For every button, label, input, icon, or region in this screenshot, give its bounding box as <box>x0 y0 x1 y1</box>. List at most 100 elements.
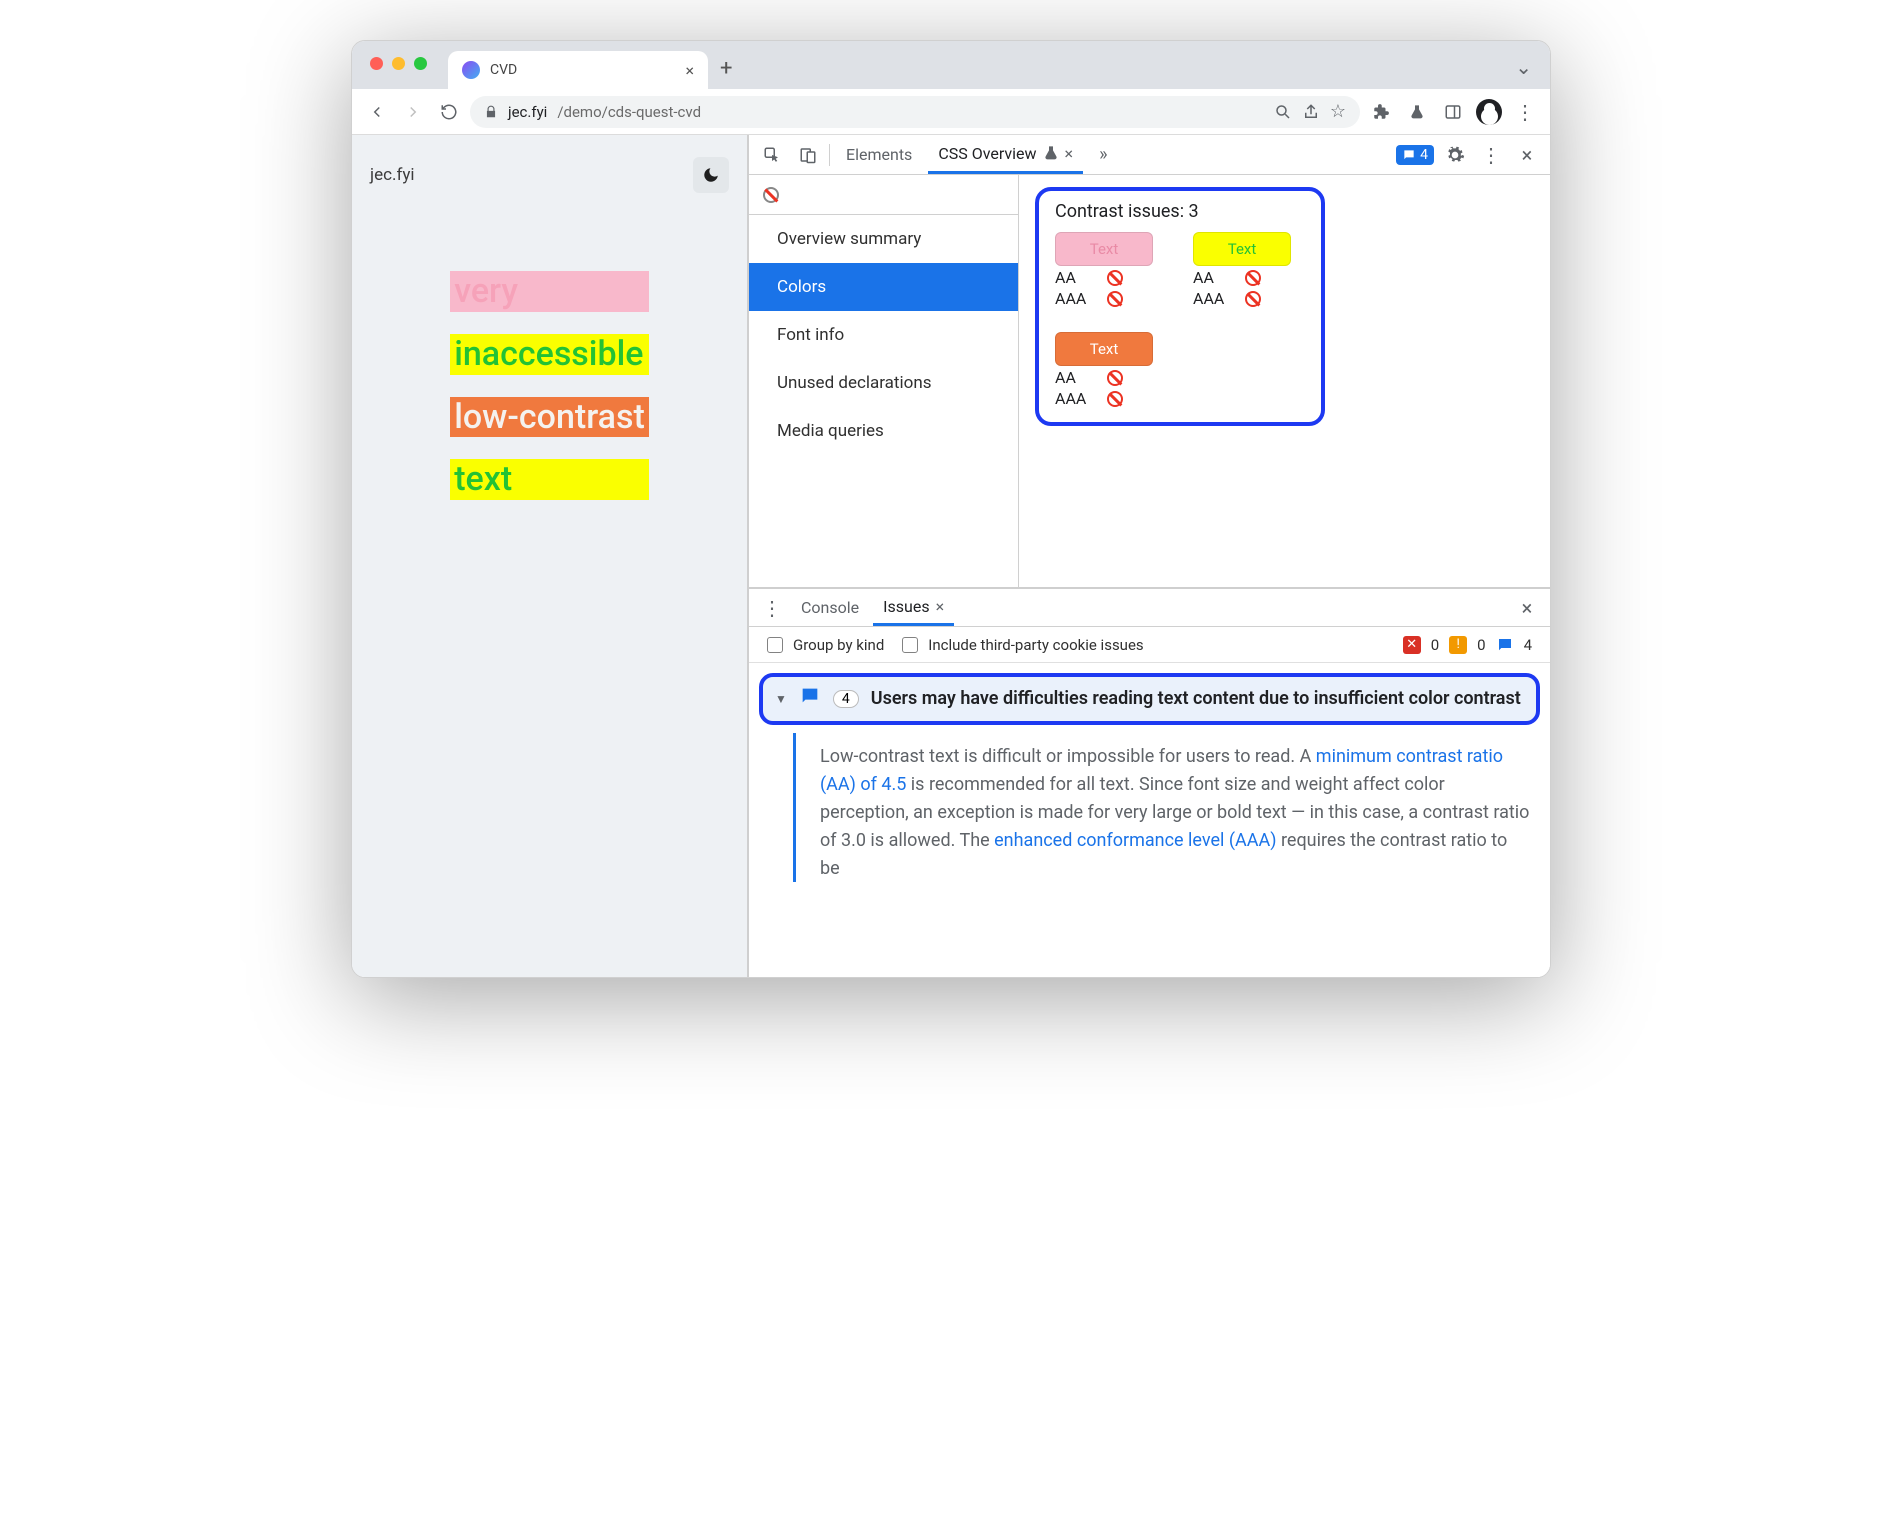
message-icon <box>1402 148 1416 162</box>
disclosure-triangle-icon[interactable]: ▼ <box>775 692 787 706</box>
contrast-swatch[interactable]: TextAAAAA <box>1193 232 1291 308</box>
swatch-level-row: AAA <box>1193 289 1291 308</box>
kebab-icon[interactable]: ⋮ <box>1476 140 1506 170</box>
back-button[interactable] <box>362 97 392 127</box>
error-count: 0 <box>1431 636 1439 654</box>
forward-button <box>398 97 428 127</box>
issue-text-1: Low-contrast text is difficult or imposs… <box>820 746 1316 767</box>
issues-count-value: 4 <box>1420 147 1428 163</box>
inspect-icon[interactable] <box>757 140 787 170</box>
info-count: 4 <box>1524 636 1532 654</box>
sidebar-item[interactable]: Media queries <box>749 407 1018 455</box>
tab-css-overview[interactable]: CSS Overview × <box>928 135 1083 174</box>
checkbox-third-party[interactable] <box>902 637 918 653</box>
issue-body: Low-contrast text is difficult or imposs… <box>793 733 1550 882</box>
css-overview-sidebar: Overview summaryColorsFont infoUnused de… <box>749 175 1019 587</box>
message-icon <box>799 685 821 713</box>
browser-tab[interactable]: CVD × <box>448 51 708 89</box>
sidebar-clear-icon[interactable] <box>749 175 1018 215</box>
close-dot[interactable] <box>370 57 383 70</box>
content-area: jec.fyi very inaccessible low-contrast text… <box>352 135 1550 977</box>
dark-mode-toggle[interactable] <box>693 157 729 193</box>
bookmark-icon[interactable]: ☆ <box>1330 101 1346 122</box>
css-overview-main: Contrast issues: 3 TextAAAAATextAAAAATex… <box>1019 175 1550 587</box>
issue-title: Users may have difficulties reading text… <box>871 687 1521 710</box>
swatch-level-row: AA <box>1193 268 1291 287</box>
devtools-panel: Elements CSS Overview × » 4 ⋮ × <box>747 135 1550 977</box>
tab-css-overview-label: CSS Overview <box>938 144 1036 163</box>
tab-elements[interactable]: Elements <box>836 135 922 174</box>
menu-icon[interactable]: ⋮ <box>1510 97 1540 127</box>
swatch-box: Text <box>1193 232 1291 266</box>
tab-close-icon[interactable]: × <box>685 61 694 80</box>
warn-badge-icon: ! <box>1449 636 1467 654</box>
chevron-down-icon[interactable]: ⌄ <box>1515 55 1532 79</box>
sidebar-item[interactable]: Font info <box>749 311 1018 359</box>
minimize-dot[interactable] <box>392 57 405 70</box>
swatch-box: Text <box>1055 232 1153 266</box>
reload-button[interactable] <box>434 97 464 127</box>
devtools-tabbar: Elements CSS Overview × » 4 ⋮ × <box>749 135 1550 175</box>
devtools-body: Overview summaryColorsFont infoUnused de… <box>749 175 1550 587</box>
device-icon[interactable] <box>793 140 823 170</box>
sidebar-item[interactable]: Overview summary <box>749 215 1018 263</box>
contrast-swatch[interactable]: TextAAAAA <box>1055 332 1153 408</box>
lock-icon <box>484 105 498 119</box>
drawer-tabbar: ⋮ Console Issues × × <box>749 589 1550 627</box>
tab-title: CVD <box>490 62 517 78</box>
tab-issues[interactable]: Issues × <box>873 589 954 626</box>
side-panel-icon[interactable] <box>1438 97 1468 127</box>
zoom-icon[interactable] <box>1274 103 1292 121</box>
swatch-level-row: AAA <box>1055 289 1153 308</box>
contrast-title: Contrast issues: 3 <box>1055 201 1305 222</box>
url-path: /demo/cds-quest-cvd <box>557 103 701 121</box>
label-group-by-kind: Group by kind <box>793 636 884 654</box>
issue-header-row[interactable]: ▼ 4 Users may have difficulties reading … <box>759 673 1540 725</box>
experiment-icon <box>1043 145 1059 161</box>
share-icon[interactable] <box>1302 103 1320 121</box>
error-badge-icon: ✕ <box>1403 636 1421 654</box>
demo-word: very <box>450 271 649 312</box>
address-bar[interactable]: jec.fyi/demo/cds-quest-cvd ☆ <box>470 96 1360 128</box>
sidebar-item[interactable]: Colors <box>749 263 1018 311</box>
labs-icon[interactable] <box>1402 97 1432 127</box>
issue-count-badges: ✕ 0 ! 0 4 <box>1403 636 1532 654</box>
warn-count: 0 <box>1477 636 1485 654</box>
demo-word: low-contrast <box>450 397 649 438</box>
zoom-dot[interactable] <box>414 57 427 70</box>
url-host: jec.fyi <box>508 103 547 121</box>
profile-avatar[interactable] <box>1474 97 1504 127</box>
page-site-title: jec.fyi <box>370 165 415 185</box>
settings-icon[interactable] <box>1440 140 1470 170</box>
favicon-icon <box>462 61 480 79</box>
window-controls <box>370 57 427 70</box>
tab-close-icon[interactable]: × <box>1065 144 1074 163</box>
browser-toolbar: jec.fyi/demo/cds-quest-cvd ☆ ⋮ <box>352 89 1550 135</box>
sidebar-item[interactable]: Unused declarations <box>749 359 1018 407</box>
issue-count-pill: 4 <box>833 690 859 708</box>
info-badge-icon <box>1496 636 1514 654</box>
contrast-swatch[interactable]: TextAAAAA <box>1055 232 1153 308</box>
swatch-box: Text <box>1055 332 1153 366</box>
demo-word: inaccessible <box>450 334 649 375</box>
devtools-close-icon[interactable]: × <box>1512 140 1542 170</box>
issues-filter-bar: Group by kind Include third-party cookie… <box>749 627 1550 663</box>
checkbox-group-by-kind[interactable] <box>767 637 783 653</box>
tab-close-icon[interactable]: × <box>936 597 945 616</box>
new-tab-button[interactable]: + <box>720 56 732 81</box>
link-aaa-level[interactable]: enhanced conformance level (AAA) <box>994 830 1276 851</box>
demo-word: text <box>450 459 649 500</box>
drawer-kebab-icon[interactable]: ⋮ <box>757 593 787 623</box>
tab-strip: CVD × + ⌄ <box>352 41 1550 89</box>
issues-counter[interactable]: 4 <box>1396 145 1434 165</box>
contrast-issues-panel: Contrast issues: 3 TextAAAAATextAAAAATex… <box>1035 187 1325 426</box>
devtools-drawer: ⋮ Console Issues × × Group by kind Inclu… <box>749 587 1550 977</box>
more-tabs-icon[interactable]: » <box>1089 135 1117 174</box>
browser-window: CVD × + ⌄ jec.fyi/demo/cds-quest-cvd ☆ <box>351 40 1551 978</box>
drawer-close-icon[interactable]: × <box>1512 593 1542 623</box>
tab-issues-label: Issues <box>883 597 929 616</box>
extensions-icon[interactable] <box>1366 97 1396 127</box>
tab-console[interactable]: Console <box>791 589 869 626</box>
swatch-level-row: AA <box>1055 368 1153 387</box>
swatch-level-row: AAA <box>1055 389 1153 408</box>
